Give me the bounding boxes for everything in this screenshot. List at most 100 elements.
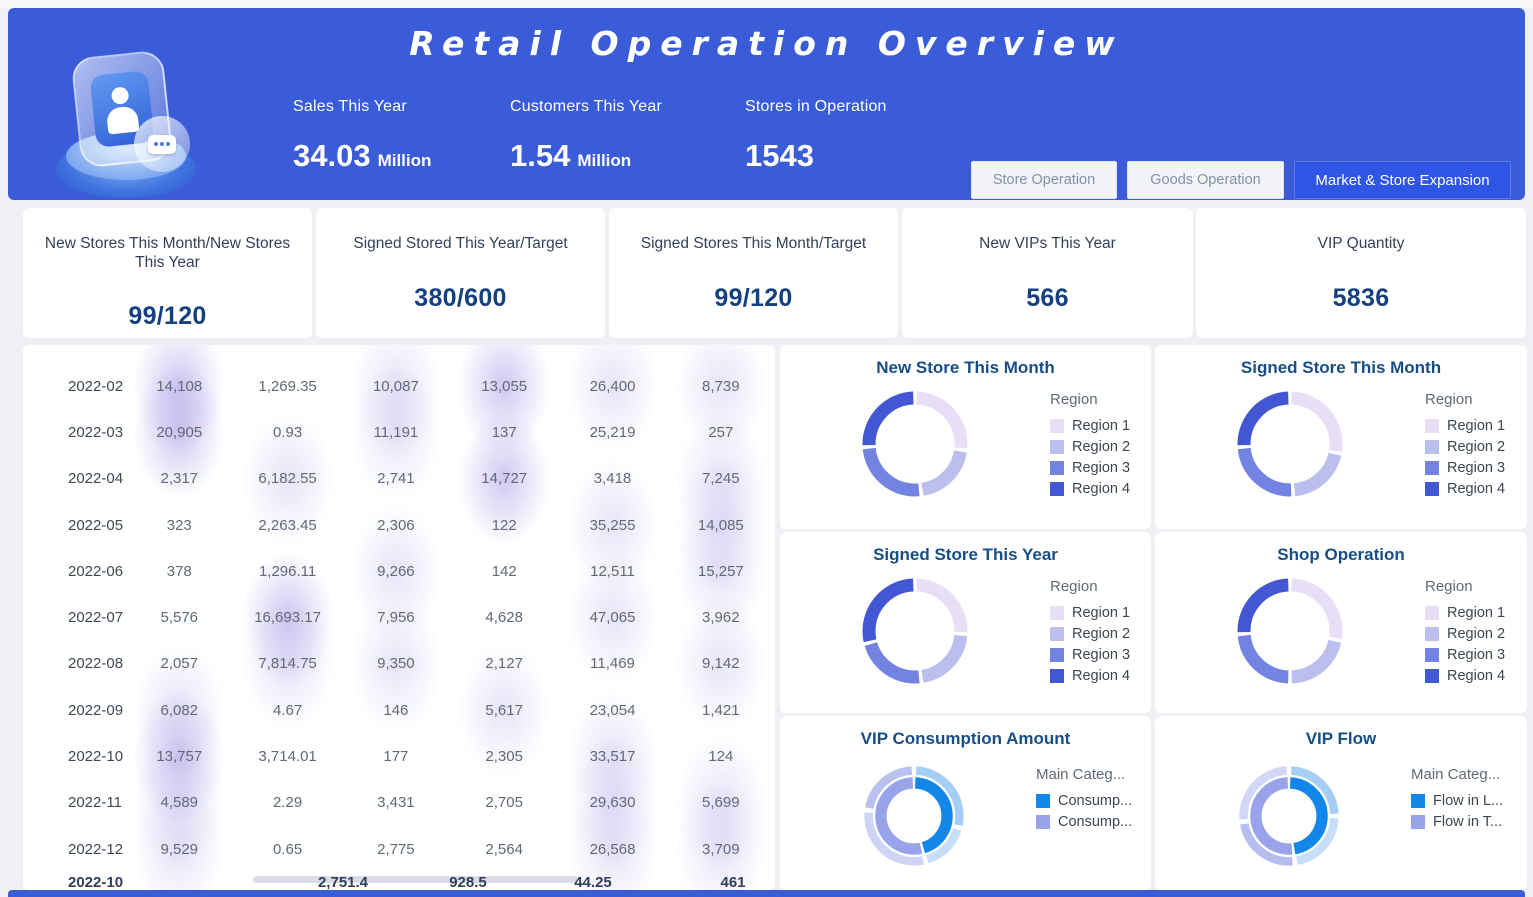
- table-cell: 378: [166, 562, 192, 580]
- row-month: 2022-09: [68, 701, 124, 719]
- legend-swatch: [1050, 418, 1064, 433]
- legend-item[interactable]: Region 3: [1425, 457, 1505, 478]
- donut-chart[interactable]: [1235, 389, 1345, 499]
- total-row-value: 928.5: [449, 874, 487, 890]
- legend-item[interactable]: Region 3: [1050, 457, 1130, 478]
- table-row[interactable]: 2022-12 9,529 0.65 2,775 2,564 26,568 3,709: [23, 779, 775, 890]
- chart-card-new-store-this-month: New Store This Month Region Region 1 Regi…: [780, 345, 1151, 529]
- legend-item[interactable]: Region 1: [1050, 415, 1130, 436]
- chart-title: Signed Store This Month: [1240, 358, 1442, 377]
- table-cell: 2,306: [377, 516, 415, 534]
- table-cell: 8,739: [667, 345, 775, 457]
- legend-item[interactable]: Region 2: [1050, 623, 1130, 644]
- donut-chart[interactable]: [1235, 576, 1345, 686]
- table-cell: 13,055: [450, 345, 558, 457]
- table-cell: 13,757: [125, 686, 233, 827]
- header-kpi-sales: Sales This Year 34.03 Million: [293, 98, 431, 174]
- table-cell: 2,305: [485, 748, 523, 766]
- legend-item[interactable]: Region 1: [1425, 602, 1505, 623]
- legend-swatch: [1050, 439, 1064, 454]
- legend-item[interactable]: Consump...: [1036, 811, 1132, 832]
- table-cell: 5,699: [667, 732, 775, 873]
- table-row[interactable]: 2022-02 14,108 1,269.35 10,087 13,055 26,400 8…: [23, 345, 775, 457]
- row-month: 2022-07: [68, 609, 124, 627]
- table-total-row[interactable]: 2022-10 2,751.4 928.5 44.25 461: [23, 874, 775, 890]
- legend-item[interactable]: Region 2: [1050, 436, 1130, 457]
- legend-item[interactable]: Region 2: [1425, 436, 1505, 457]
- kpi-card-title: VIP Quantity: [1317, 235, 1405, 252]
- table-cell: 142: [491, 562, 517, 580]
- legend-label: Region 2: [1447, 438, 1506, 455]
- legend-item[interactable]: Region 4: [1050, 478, 1130, 499]
- chart-title: Shop Operation: [1277, 545, 1405, 564]
- legend-swatch: [1050, 605, 1064, 620]
- legend-item[interactable]: Region 4: [1050, 665, 1130, 686]
- legend-swatch: [1411, 793, 1425, 808]
- tab-store-operation[interactable]: Store Operation: [971, 161, 1117, 199]
- legend-item[interactable]: Region 1: [1425, 415, 1505, 436]
- legend-item[interactable]: Region 2: [1425, 623, 1505, 644]
- table-cell: 4,589: [125, 732, 233, 873]
- table-cell: 11,469: [590, 655, 635, 673]
- kpi-card-value: 5836: [1332, 284, 1390, 312]
- legend-label: Region 2: [1072, 625, 1131, 642]
- legend-item[interactable]: Flow in T...: [1411, 811, 1503, 832]
- kpi-card-new-vips: New VIPs This Year 566: [902, 208, 1193, 338]
- horizontal-scrollbar[interactable]: [253, 876, 578, 883]
- table-row[interactable]: 2022-09 6,082 4.67 146 5,617 23,054 1,421: [23, 640, 775, 781]
- legend-swatch: [1036, 814, 1050, 829]
- tab-goods-operation[interactable]: Goods Operation: [1127, 161, 1284, 199]
- legend-swatch: [1050, 460, 1064, 475]
- table-row[interactable]: 2022-10 13,757 3,714.01 177 2,305 33,517 124: [23, 686, 775, 827]
- legend-title: Region: [1425, 391, 1473, 408]
- table-cell: 29,630: [558, 732, 666, 873]
- table-cell: 177: [383, 748, 409, 766]
- donut-chart[interactable]: [860, 576, 970, 686]
- table-cell: 14,085: [667, 455, 775, 596]
- row-month: 2022-11: [68, 794, 122, 812]
- table-row[interactable]: 2022-06 378 1,296.11 9,266 142 12,511 15,257: [23, 501, 775, 642]
- header-kpi-stores: Stores in Operation 1543: [745, 98, 887, 174]
- table-cell: 26,568: [558, 779, 666, 890]
- legend-item[interactable]: Region 3: [1050, 644, 1130, 665]
- chart-title: VIP Consumption Amount: [860, 729, 1071, 748]
- table-cell: 26,400: [558, 345, 666, 457]
- legend-swatch: [1425, 439, 1439, 454]
- table-cell: 9,266: [342, 501, 450, 642]
- legend-item[interactable]: Region 3: [1425, 644, 1505, 665]
- table-row[interactable]: 2022-11 4,589 2.29 3,431 2,705 29,630 5,699: [23, 732, 775, 873]
- legend-label: Region 1: [1447, 604, 1506, 621]
- legend-label: Region 2: [1072, 438, 1131, 455]
- legend-item[interactable]: Region 4: [1425, 478, 1505, 499]
- legend-swatch: [1425, 605, 1439, 620]
- table-cell: 3,709: [667, 779, 775, 890]
- table-row[interactable]: 2022-04 2,317 6,182.55 2,741 14,727 3,418 7,24…: [23, 408, 775, 549]
- donut-chart[interactable]: [862, 764, 966, 868]
- table-cell: 16,693.17: [233, 547, 341, 688]
- donut-chart[interactable]: [1237, 764, 1341, 868]
- table-cell: 6,182.55: [233, 408, 341, 549]
- tab-market-store-expansion[interactable]: Market & Store Expansion: [1294, 161, 1511, 199]
- donut-chart[interactable]: [860, 389, 970, 499]
- table-cell: 14,727: [450, 408, 558, 549]
- chart-card-shop-operation: Shop Operation Region Region 1 Region 2 Re…: [1155, 532, 1527, 713]
- kpi-card-title: Signed Stores This Month/Target: [640, 235, 867, 252]
- table-row[interactable]: 2022-05 323 2,263.45 2,306 122 35,255 14,085: [23, 455, 775, 596]
- chart-legend: Main Categ... Consump... Consump...: [1036, 766, 1132, 832]
- table-cell: 2.29: [272, 794, 303, 812]
- legend-item[interactable]: Consump...: [1036, 790, 1132, 811]
- table-cell: 14,108: [125, 345, 233, 457]
- table-row[interactable]: 2022-08 2,057 7,814.75 9,350 2,127 11,469 9,14…: [23, 593, 775, 734]
- legend-swatch: [1425, 460, 1439, 475]
- legend-item[interactable]: Flow in L...: [1411, 790, 1503, 811]
- table-cell: 2,741: [377, 470, 415, 488]
- table-row[interactable]: 2022-07 5,576 16,693.17 7,956 4,628 47,065 3,9…: [23, 547, 775, 688]
- legend-label: Region 1: [1072, 604, 1131, 621]
- legend-item[interactable]: Region 1: [1050, 602, 1130, 623]
- kpi-value: 1543: [745, 138, 814, 173]
- legend-item[interactable]: Region 4: [1425, 665, 1505, 686]
- legend-label: Region 4: [1447, 480, 1506, 497]
- legend-swatch: [1050, 626, 1064, 641]
- table-row[interactable]: 2022-03 20,905 0.93 11,191 137 25,219 257: [23, 362, 775, 503]
- table-cell: 3,431: [377, 794, 415, 812]
